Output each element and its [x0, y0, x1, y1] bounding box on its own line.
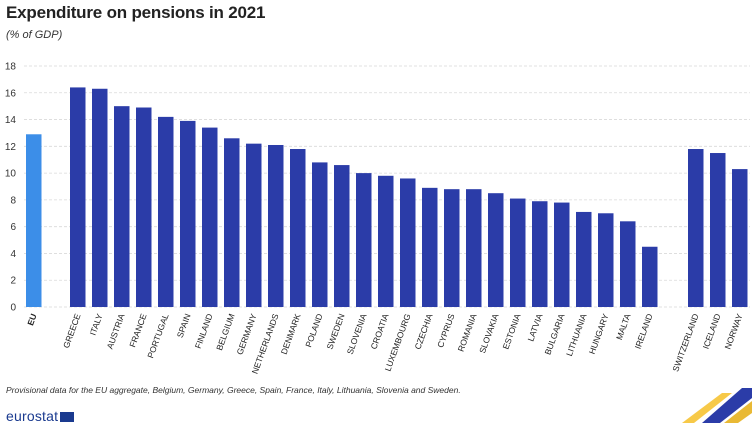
y-tick-label: 18: [5, 62, 17, 73]
x-tick-label: GERMANY: [235, 312, 259, 356]
bar-netherlands: [268, 144, 284, 307]
y-tick-label: 0: [10, 303, 16, 314]
bar-denmark: [290, 149, 306, 307]
x-tick-label: SPAIN: [175, 312, 193, 339]
x-tick-label: CZECHIA: [412, 312, 434, 351]
x-tick-label: POLAND: [303, 312, 324, 348]
bar-cyprus: [444, 189, 460, 307]
x-tick-label: GREECE: [61, 312, 83, 349]
bar-france: [136, 107, 152, 307]
chart-title: Expenditure on pensions in 2021: [6, 3, 266, 22]
bar-poland: [312, 162, 328, 307]
bar-luxembourg: [400, 178, 416, 307]
bar-estonia: [510, 198, 526, 307]
logo-text: eurostat: [6, 408, 59, 424]
x-tick-label: ROMANIA: [456, 312, 479, 353]
bar-italy: [92, 88, 108, 307]
bar-greece: [70, 87, 86, 307]
bar-spain: [180, 120, 196, 308]
y-tick-label: 8: [10, 195, 16, 206]
corner-decoration: [682, 388, 752, 423]
x-tick-label: ICELAND: [701, 312, 723, 350]
x-tick-label: FRANCE: [127, 312, 148, 349]
y-tick-label: 14: [5, 115, 17, 126]
x-tick-label: CROATIA: [369, 312, 391, 351]
x-tick-label: SLOVENIA: [345, 312, 369, 356]
bar-hungary: [598, 213, 614, 307]
bar-latvia: [532, 201, 548, 307]
x-tick-label: NORWAY: [723, 312, 745, 351]
x-tick-label: EU: [25, 312, 38, 327]
bar-romania: [466, 189, 482, 307]
y-tick-label: 10: [5, 169, 17, 180]
x-tick-label: HUNGARY: [587, 312, 611, 356]
chart-subtitle: (% of GDP): [6, 29, 63, 41]
x-tick-label: AUSTRIA: [105, 312, 127, 350]
x-tick-label: PORTUGAL: [145, 312, 170, 359]
x-tick-label: CYPRUS: [435, 312, 457, 349]
bar-slovakia: [488, 193, 504, 307]
light-stripe: [724, 401, 752, 423]
x-tick-label: SWEDEN: [324, 312, 346, 350]
bar-bulgaria: [554, 202, 570, 307]
y-tick-label: 4: [10, 249, 16, 260]
x-tick-label: DENMARK: [279, 312, 303, 356]
y-tick-label: 6: [10, 222, 16, 233]
bar-eu: [26, 134, 42, 307]
bar-finland: [202, 127, 218, 307]
bar-belgium: [224, 138, 240, 307]
y-tick-label: 2: [10, 276, 16, 287]
y-tick-label: 12: [5, 142, 17, 153]
x-tick-label: IRELAND: [633, 312, 655, 350]
eu-flag-icon: [60, 412, 75, 423]
x-tick-label: SLOVAKIA: [477, 312, 501, 355]
x-tick-label: LATVIA: [525, 312, 544, 343]
bar-malta: [620, 221, 636, 307]
bar-portugal: [158, 116, 174, 307]
blue-stripe: [702, 388, 752, 423]
x-tick-label: MALTA: [614, 312, 633, 341]
footnote: Provisional data for the EU aggregate, B…: [6, 385, 461, 395]
bar-switzerland: [688, 149, 704, 307]
x-tick-label: LITHUANIA: [564, 312, 589, 357]
bar-germany: [246, 143, 262, 307]
bar-chart: 0 2 4 6 8 10 12 14 16 18 EU GREECE ITALY AUSTRIA FRANC…: [5, 62, 750, 375]
x-tick-label: ESTONIA: [501, 312, 523, 351]
bar-lithuania: [576, 211, 592, 307]
y-tick-label: 16: [5, 88, 17, 99]
bar-ireland: [642, 246, 658, 307]
eurostat-logo: eurostat: [6, 408, 75, 424]
bar-iceland: [710, 153, 726, 307]
yellow-stripe: [682, 393, 732, 423]
bar-czechia: [422, 187, 438, 307]
x-tick-label: BELGIUM: [214, 312, 236, 351]
bar-croatia: [378, 175, 394, 307]
bar-austria: [114, 106, 130, 308]
x-tick-label: BULGARIA: [543, 312, 567, 356]
bar-norway: [732, 169, 748, 307]
x-tick-label: FINLAND: [193, 312, 215, 350]
x-tick-label: ITALY: [88, 312, 105, 337]
bar-sweden: [334, 165, 350, 307]
bar-slovenia: [356, 173, 372, 307]
x-tick-label: SWITZERLAND: [670, 312, 700, 373]
